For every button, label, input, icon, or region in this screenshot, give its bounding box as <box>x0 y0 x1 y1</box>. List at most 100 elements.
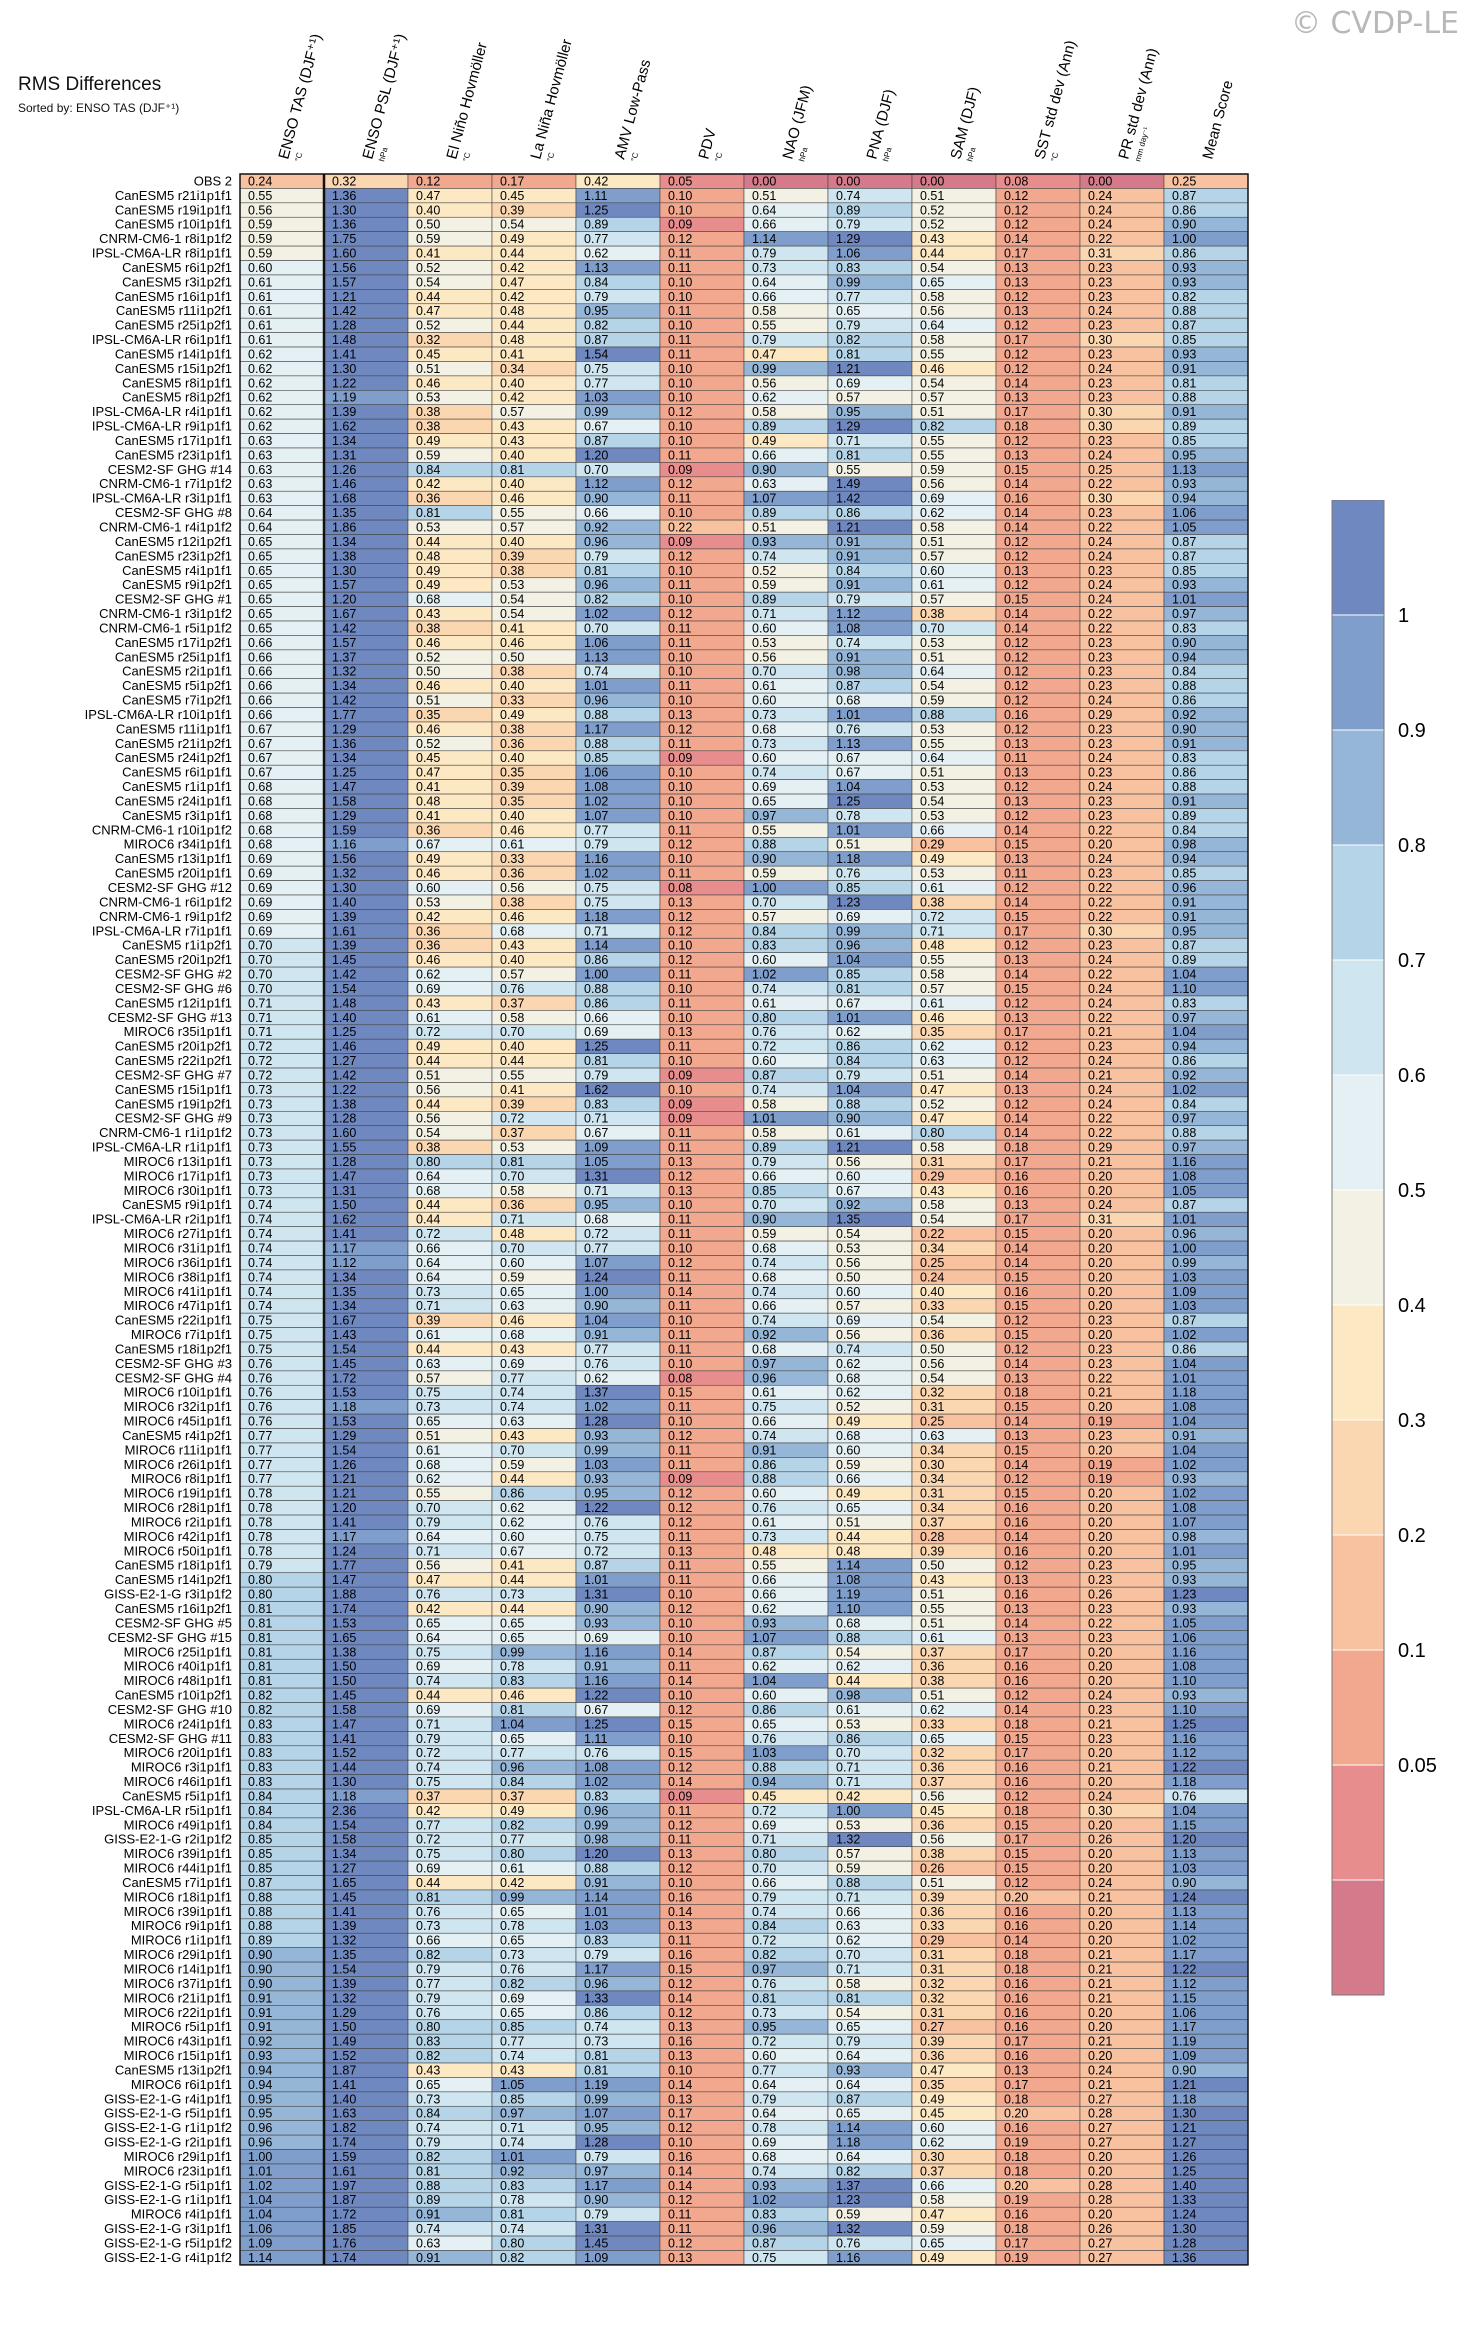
cell-value: 1.11 <box>584 189 607 203</box>
cell-value: 0.48 <box>500 1227 524 1241</box>
cell-value: 0.62 <box>248 405 272 419</box>
cell-value: 0.40 <box>500 953 524 967</box>
cell-value: 0.46 <box>416 636 440 650</box>
cell-value: 0.24 <box>920 1270 944 1284</box>
cell-value: 0.68 <box>416 593 440 607</box>
row-label: MIROC6 r40i1p1f1 <box>124 1659 232 1674</box>
cell-value: 1.14 <box>584 1890 608 1904</box>
cell-value: 0.96 <box>500 1761 524 1775</box>
cell-value: 0.66 <box>416 1934 440 1948</box>
cell-value: 0.79 <box>416 1515 440 1529</box>
cell-value: 1.25 <box>584 203 608 217</box>
cell-value: 0.10 <box>668 593 692 607</box>
cell-value: 0.69 <box>500 1357 524 1371</box>
cell-value: 1.16 <box>584 1674 608 1688</box>
cell-value: 1.25 <box>584 1040 608 1054</box>
cell-value: 0.77 <box>416 1977 440 1991</box>
cell-value: 0.32 <box>416 333 440 347</box>
cell-value: 0.84 <box>584 275 608 289</box>
cell-value: 0.82 <box>416 1948 440 1962</box>
cell-value: 0.00 <box>836 174 860 188</box>
cell-value: 1.30 <box>332 362 356 376</box>
cell-value: 0.20 <box>1088 2006 1112 2020</box>
cell-value: 0.14 <box>1004 1126 1028 1140</box>
cell-value: 0.58 <box>836 1977 860 1991</box>
cell-value: 0.86 <box>1172 694 1196 708</box>
cell-value: 0.49 <box>416 578 440 592</box>
cell-value: 0.42 <box>584 174 608 188</box>
cell-value: 0.12 <box>668 549 692 563</box>
cell-value: 1.30 <box>332 1775 356 1789</box>
colorbar-tick-label: 0.6 <box>1398 1065 1426 1087</box>
cell-value: 0.86 <box>1172 247 1196 261</box>
cell-value: 0.73 <box>752 1530 776 1544</box>
cell-value: 0.75 <box>752 2251 776 2265</box>
cell-value: 0.55 <box>920 953 944 967</box>
cell-value: 0.52 <box>836 1400 860 1414</box>
cell-value: 0.71 <box>836 1775 860 1789</box>
cell-value: 1.32 <box>332 867 356 881</box>
cell-value: 1.13 <box>836 737 860 751</box>
cell-value: 0.90 <box>584 2193 608 2207</box>
cell-value: 0.40 <box>500 376 524 390</box>
cell-value: 1.47 <box>332 1717 356 1731</box>
cell-value: 0.71 <box>752 1833 776 1847</box>
cell-value: 0.71 <box>836 1761 860 1775</box>
cell-value: 0.59 <box>500 1270 524 1284</box>
cell-value: 0.18 <box>1004 1141 1028 1155</box>
cell-value: 0.10 <box>668 376 692 390</box>
cell-value: 0.11 <box>668 1530 691 1544</box>
cell-value: 0.74 <box>584 2020 608 2034</box>
cell-value: 1.06 <box>1172 1631 1196 1645</box>
cell-value: 0.20 <box>1004 2107 1028 2121</box>
cell-value: 0.42 <box>416 1804 440 1818</box>
cell-value: 1.05 <box>584 1155 608 1169</box>
cell-value: 0.19 <box>1088 1415 1112 1429</box>
cell-value: 1.47 <box>332 780 356 794</box>
cell-value: 0.67 <box>836 751 860 765</box>
cell-value: 0.11 <box>668 968 691 982</box>
cell-value: 0.93 <box>1172 1472 1196 1486</box>
cell-value: 0.10 <box>668 1689 692 1703</box>
cell-value: 0.12 <box>1004 809 1028 823</box>
cell-value: 1.03 <box>584 1458 608 1472</box>
cell-value: 0.54 <box>500 218 524 232</box>
row-label: CESM2-SF GHG #14 <box>108 462 232 477</box>
cell-value: 0.11 <box>668 621 691 635</box>
cell-value: 0.30 <box>1088 420 1112 434</box>
cell-value: 1.33 <box>1172 2193 1196 2207</box>
cell-value: 0.43 <box>500 939 524 953</box>
cell-value: 1.14 <box>836 2121 860 2135</box>
cell-value: 0.64 <box>752 203 776 217</box>
cell-value: 0.65 <box>836 2020 860 2034</box>
cell-value: 0.70 <box>248 953 272 967</box>
cell-value: 1.62 <box>332 1213 356 1227</box>
cell-value: 0.83 <box>584 1934 608 1948</box>
cell-value: 0.82 <box>500 1818 524 1832</box>
cell-value: 1.41 <box>332 1227 356 1241</box>
cell-value: 0.12 <box>668 2006 692 2020</box>
cell-value: 0.75 <box>584 1530 608 1544</box>
cell-value: 0.10 <box>668 809 692 823</box>
cell-value: 0.52 <box>416 737 440 751</box>
cell-value: 0.74 <box>416 2222 440 2236</box>
row-label: CanESM5 r1i1p2f1 <box>122 938 232 953</box>
cell-value: 0.22 <box>1088 823 1112 837</box>
cell-value: 0.94 <box>752 1775 776 1789</box>
colorbar-band <box>1331 1074 1385 1191</box>
cell-value: 0.14 <box>1004 1703 1028 1717</box>
cell-value: 1.39 <box>332 1919 356 1933</box>
cell-value: 0.14 <box>1004 1357 1028 1371</box>
cell-value: 0.14 <box>1004 621 1028 635</box>
cell-value: 0.62 <box>248 362 272 376</box>
cell-value: 1.28 <box>332 1155 356 1169</box>
cell-value: 1.22 <box>584 1689 608 1703</box>
cell-value: 0.23 <box>1088 434 1112 448</box>
row-label: MIROC6 r11i1p1f1 <box>125 1442 232 1457</box>
cell-value: 1.67 <box>332 607 356 621</box>
cell-value: 0.35 <box>920 2078 944 2092</box>
row-label: MIROC6 r49i1p1f1 <box>124 1817 232 1832</box>
cell-value: 0.24 <box>1088 1054 1112 1068</box>
cell-value: 0.21 <box>1088 1155 1112 1169</box>
cell-value: 0.10 <box>668 1314 692 1328</box>
